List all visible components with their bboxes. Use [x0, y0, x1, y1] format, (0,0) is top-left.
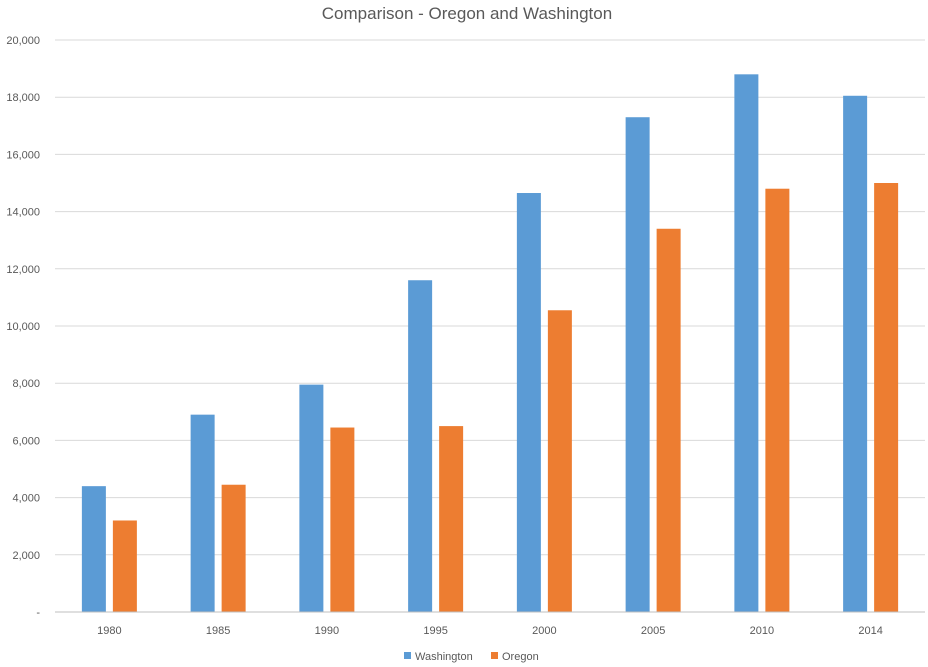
- legend-label-oregon: Oregon: [502, 651, 539, 663]
- y-tick-label: 4,000: [12, 493, 40, 505]
- x-tick-label: 1980: [97, 625, 121, 637]
- bar-washington-1995: [408, 280, 433, 612]
- legend-swatch-oregon: [491, 652, 498, 659]
- y-tick-label: 2,000: [12, 550, 40, 562]
- bar-washington-1990: [299, 384, 324, 612]
- bar-oregon-2014: [874, 183, 899, 612]
- x-axis-ticks: 1980 1985 1990 1995 2000 2005 2010 2014: [97, 625, 883, 637]
- bar-washington-2010: [734, 74, 759, 612]
- x-tick-label: 2010: [750, 625, 774, 637]
- x-tick-label: 1985: [206, 625, 230, 637]
- x-tick-label: 2005: [641, 625, 665, 637]
- bar-oregon-2005: [656, 228, 681, 612]
- y-tick-label: 14,000: [6, 207, 40, 219]
- x-tick-label: 1990: [315, 625, 339, 637]
- y-tick-label: 18,000: [6, 92, 40, 104]
- bar-washington-1985: [190, 414, 215, 612]
- bar-washington-2005: [625, 117, 650, 612]
- bar-oregon-1985: [221, 484, 246, 612]
- bar-washington-1980: [81, 486, 106, 612]
- y-tick-label: 12,000: [6, 264, 40, 276]
- bar-oregon-1995: [439, 426, 464, 612]
- bar-washington-2000: [516, 193, 541, 612]
- x-tick-label: 2014: [858, 625, 882, 637]
- bar-oregon-2010: [765, 188, 790, 612]
- y-tick-label: 16,000: [6, 149, 40, 161]
- legend: Washington Oregon: [404, 651, 539, 663]
- y-axis-ticks: - 2,000 4,000 6,000 8,000 10,000 12,000 14,000 1…: [6, 35, 40, 619]
- gridlines: [55, 39, 925, 556]
- x-tick-label: 2000: [532, 625, 556, 637]
- y-tick-label: 6,000: [12, 435, 40, 447]
- bar-oregon-1990: [330, 427, 355, 612]
- y-tick-label: 20,000: [6, 35, 40, 47]
- legend-swatch-washington: [404, 652, 411, 659]
- x-tick-label: 1995: [423, 625, 447, 637]
- y-tick-label: -: [36, 607, 40, 619]
- bar-washington-2014: [843, 95, 868, 612]
- y-tick-label: 8,000: [12, 378, 40, 390]
- bar-oregon-2000: [547, 310, 572, 612]
- y-tick-label: 10,000: [6, 321, 40, 333]
- bar-oregon-1980: [112, 520, 137, 612]
- bars: [81, 74, 899, 612]
- legend-label-washington: Washington: [415, 651, 473, 663]
- chart-title: Comparison - Oregon and Washington: [322, 4, 612, 23]
